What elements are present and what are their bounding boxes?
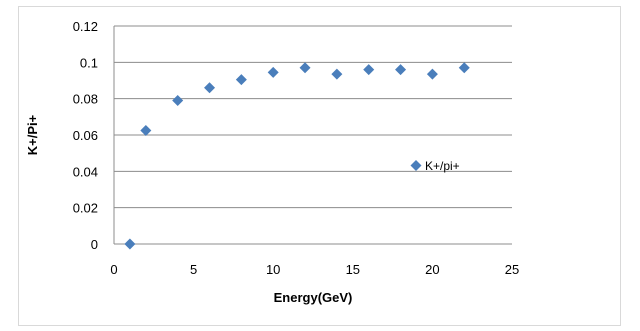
x-tick-label: 25 — [505, 262, 519, 277]
y-tick-label: 0.08 — [73, 92, 98, 107]
data-point — [204, 82, 216, 94]
y-axis-title: K+/Pi+ — [25, 114, 40, 155]
data-point — [331, 68, 343, 80]
y-tick-label: 0 — [91, 237, 98, 252]
data-point — [124, 238, 136, 250]
data-point — [363, 64, 375, 76]
data-point — [458, 62, 470, 74]
axes — [113, 26, 512, 245]
x-tick-label: 10 — [266, 262, 280, 277]
y-tick-label: 0.02 — [73, 201, 98, 216]
legend-label: K+/pi+ — [425, 159, 460, 173]
chart-frame — [18, 6, 621, 326]
y-tick-label: 0.04 — [73, 164, 98, 179]
y-tick-labels: 0 0.02 0.04 0.06 0.08 0.1 0.12 — [73, 19, 98, 252]
x-tick-label: 0 — [110, 262, 117, 277]
x-tick-label: 15 — [346, 262, 360, 277]
data-point — [395, 64, 407, 76]
data-point — [235, 74, 247, 86]
data-points — [124, 62, 470, 250]
y-tick-label: 0.1 — [80, 55, 98, 70]
legend-marker — [410, 160, 422, 171]
data-point — [299, 62, 311, 74]
data-point — [140, 124, 152, 136]
x-axis-title: Energy(GeV) — [274, 290, 353, 305]
y-tick-label: 0.12 — [73, 19, 98, 34]
data-point — [426, 68, 438, 80]
x-tick-label: 20 — [425, 262, 439, 277]
x-tick-labels: 0 5 10 15 20 25 — [110, 262, 519, 277]
legend: K+/pi+ — [410, 159, 460, 173]
y-tick-label: 0.06 — [73, 128, 98, 143]
data-point — [172, 94, 184, 106]
gridlines — [114, 25, 512, 209]
x-tick-label: 5 — [190, 262, 197, 277]
data-point — [267, 66, 279, 78]
